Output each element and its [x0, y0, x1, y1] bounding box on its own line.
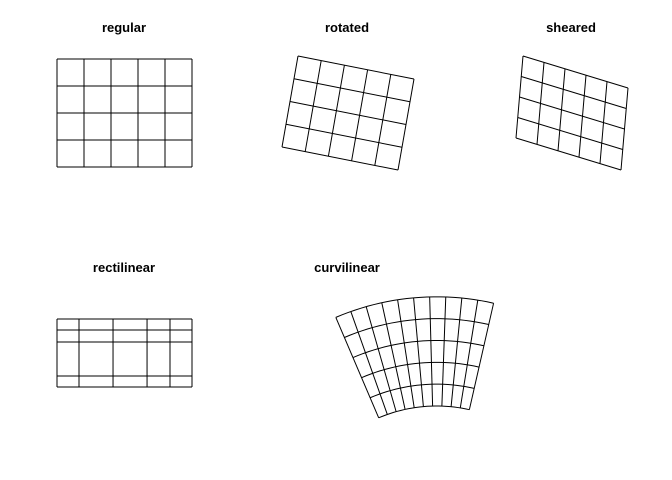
grid-line-arc	[369, 383, 475, 399]
grid-line-arc	[352, 339, 485, 359]
grid-sheared	[515, 55, 629, 171]
panel-sheared: sheared	[515, 20, 629, 171]
grid-rotated	[281, 55, 415, 171]
grid-line-radial	[459, 300, 479, 408]
grid-line-radial	[468, 303, 495, 410]
panel-title-regular: regular	[102, 20, 146, 35]
grid-line-radial	[441, 296, 447, 407]
grid-line-radial	[413, 297, 424, 407]
grid-curvilinear	[335, 296, 495, 419]
grid-line-arc	[344, 318, 489, 338]
panel-title-rectilinear: rectilinear	[93, 260, 155, 275]
grid-line-horizontal	[289, 101, 407, 125]
panel-title-rotated: rotated	[325, 20, 369, 35]
grid-line-horizontal	[517, 117, 623, 150]
grid-line-arc	[361, 361, 480, 379]
grid-line-radial	[450, 297, 463, 407]
grid-line-arc	[335, 296, 494, 318]
grid-line-horizontal	[522, 55, 629, 89]
grid-line-radial	[381, 302, 406, 410]
grid-line-radial	[397, 299, 415, 408]
grid-line-radial	[350, 311, 388, 415]
grid-rectilinear	[56, 318, 193, 388]
panel-rotated: rotated	[281, 20, 415, 171]
grid-line-horizontal	[293, 78, 411, 103]
panel-rectilinear: rectilinear	[56, 260, 193, 388]
grid-line-horizontal	[515, 137, 622, 171]
grid-line-horizontal	[281, 146, 399, 171]
grid-line-radial	[429, 296, 434, 407]
grid-line-horizontal	[519, 96, 625, 130]
panel-title-curvilinear: curvilinear	[314, 260, 380, 275]
grid-line-horizontal	[297, 55, 415, 80]
panel-curvilinear: curvilinear	[314, 260, 495, 419]
grid-line-arc	[378, 405, 470, 419]
grid-line-radial	[365, 306, 397, 412]
grid-line-radial	[335, 317, 380, 419]
grid-line-horizontal	[521, 76, 627, 109]
grid-regular	[56, 58, 193, 168]
panel-title-sheared: sheared	[546, 20, 596, 35]
grid-line-horizontal	[285, 123, 403, 148]
panel-regular: regular	[56, 20, 193, 168]
